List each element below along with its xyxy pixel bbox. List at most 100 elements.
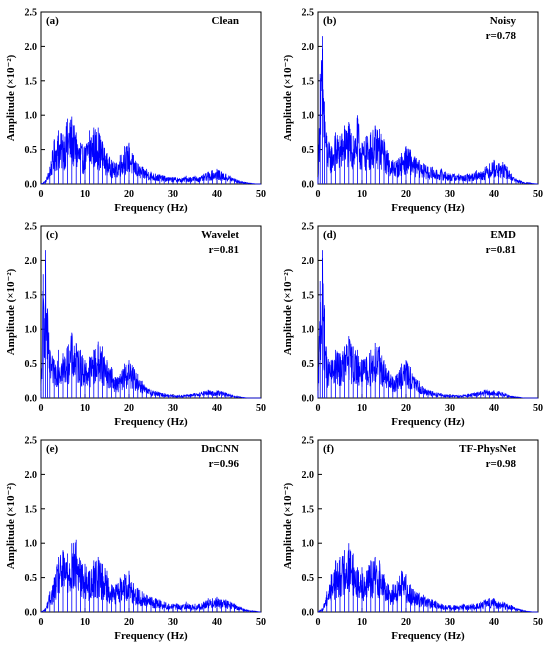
- method-label: Noisy: [490, 15, 517, 27]
- x-tick-label: 0: [316, 403, 321, 414]
- y-axis-label: Amplitude (×10⁻²): [5, 268, 17, 355]
- y-tick-label: 1.0: [302, 111, 315, 122]
- panel-label: (e): [46, 443, 59, 455]
- panel-b: 0 10 20 30 40 50 0.0 0.5 1.0 1.5 2.0 2.5 (b) Noisy r=0…: [282, 8, 543, 215]
- x-tick-label: 10: [80, 189, 90, 200]
- x-tick-label: 0: [39, 403, 44, 414]
- x-tick-label: 30: [445, 617, 455, 628]
- x-axis-label: Frequency (Hz): [114, 416, 188, 428]
- y-tick-label: 1.5: [302, 504, 315, 515]
- x-tick-label: 30: [168, 403, 178, 414]
- x-tick-label: 10: [357, 189, 367, 200]
- y-tick-label: 2.5: [25, 436, 38, 447]
- x-tick-label: 50: [256, 189, 266, 200]
- y-tick-label: 1.5: [25, 76, 38, 87]
- method-label: Clean: [212, 15, 240, 27]
- panel-e: 0 10 20 30 40 50 0.0 0.5 1.0 1.5 2.0 2.5 (e) DnCNN r=0…: [5, 436, 266, 643]
- y-tick-label: 2.5: [25, 8, 38, 19]
- y-tick-label: 2.0: [302, 470, 315, 481]
- y-tick-label: 0.0: [25, 180, 38, 191]
- y-axis-label: Amplitude (×10⁻²): [282, 268, 294, 355]
- y-axis-label: Amplitude (×10⁻²): [5, 54, 17, 141]
- x-tick-label: 40: [212, 617, 222, 628]
- spectrum-line: [317, 258, 538, 399]
- panel-label: (c): [46, 229, 59, 241]
- x-tick-label: 50: [533, 403, 543, 414]
- y-tick-label: 2.5: [302, 222, 315, 233]
- y-tick-label: 0.5: [25, 145, 38, 156]
- correlation-label: r=0.81: [209, 244, 239, 256]
- x-tick-label: 50: [256, 403, 266, 414]
- x-tick-label: 40: [489, 617, 499, 628]
- panel-label: (d): [323, 229, 337, 241]
- panel-a: 0 10 20 30 40 50 0.0 0.5 1.0 1.5 2.0 2.5 (a) Clean Fre…: [5, 8, 266, 215]
- x-tick-label: 30: [445, 189, 455, 200]
- method-label: TF-PhysNet: [459, 443, 516, 455]
- y-tick-label: 2.0: [302, 42, 315, 53]
- panel-label: (b): [323, 15, 337, 27]
- y-tick-label: 1.0: [25, 325, 38, 336]
- method-label: Wavelet: [201, 229, 239, 241]
- x-tick-label: 0: [316, 617, 321, 628]
- y-axis-label: Amplitude (×10⁻²): [282, 54, 294, 141]
- x-tick-label: 20: [401, 617, 411, 628]
- x-tick-label: 20: [401, 403, 411, 414]
- y-tick-label: 0.5: [302, 145, 315, 156]
- x-tick-label: 40: [212, 189, 222, 200]
- x-tick-label: 40: [489, 403, 499, 414]
- y-tick-label: 0.5: [25, 573, 38, 584]
- y-tick-label: 2.0: [302, 256, 315, 267]
- y-tick-label: 1.0: [302, 539, 315, 550]
- x-tick-label: 20: [401, 189, 411, 200]
- spectrum-line: [40, 260, 261, 399]
- x-tick-label: 10: [357, 617, 367, 628]
- y-tick-label: 1.0: [25, 111, 38, 122]
- correlation-label: r=0.98: [486, 458, 517, 470]
- x-tick-label: 0: [316, 189, 321, 200]
- y-tick-label: 1.5: [25, 290, 38, 301]
- x-tick-label: 30: [445, 403, 455, 414]
- x-axis-label: Frequency (Hz): [114, 202, 188, 214]
- method-label: EMD: [490, 229, 516, 241]
- y-tick-label: 0.0: [25, 394, 38, 405]
- x-tick-label: 20: [124, 189, 134, 200]
- panel-d: 0 10 20 30 40 50 0.0 0.5 1.0 1.5 2.0 2.5 (d) EMD r=0.8…: [282, 222, 543, 429]
- panel-c: 0 10 20 30 40 50 0.0 0.5 1.0 1.5 2.0 2.5 (c) Wavelet r…: [5, 222, 266, 429]
- y-tick-label: 2.0: [25, 256, 38, 267]
- y-axis-label: Amplitude (×10⁻²): [282, 482, 294, 569]
- correlation-label: r=0.81: [486, 244, 516, 256]
- x-tick-label: 50: [256, 617, 266, 628]
- y-tick-label: 0.0: [25, 608, 38, 619]
- correlation-label: r=0.78: [486, 30, 517, 42]
- y-tick-label: 2.5: [302, 8, 315, 19]
- y-tick-label: 1.0: [25, 539, 38, 550]
- y-axis-label: Amplitude (×10⁻²): [5, 482, 17, 569]
- y-tick-label: 2.5: [25, 222, 38, 233]
- y-tick-label: 0.0: [302, 394, 315, 405]
- y-tick-label: 1.0: [302, 325, 315, 336]
- x-axis-label: Frequency (Hz): [114, 630, 188, 642]
- y-tick-label: 2.5: [302, 436, 315, 447]
- x-axis-label: Frequency (Hz): [391, 202, 465, 214]
- y-tick-label: 2.0: [25, 470, 38, 481]
- y-tick-label: 2.0: [25, 42, 38, 53]
- x-tick-label: 40: [489, 189, 499, 200]
- x-tick-label: 20: [124, 403, 134, 414]
- y-tick-label: 0.0: [302, 608, 315, 619]
- y-tick-label: 0.5: [302, 573, 315, 584]
- x-tick-label: 40: [212, 403, 222, 414]
- method-label: DnCNN: [201, 443, 239, 455]
- panel-f: 0 10 20 30 40 50 0.0 0.5 1.0 1.5 2.0 2.5 (f) TF-PhysN…: [282, 436, 543, 643]
- y-tick-label: 0.5: [25, 359, 38, 370]
- y-tick-label: 1.5: [302, 290, 315, 301]
- correlation-label: r=0.96: [209, 458, 240, 470]
- y-tick-label: 1.5: [302, 76, 315, 87]
- x-tick-label: 10: [80, 403, 90, 414]
- x-tick-label: 10: [357, 403, 367, 414]
- y-tick-label: 0.0: [302, 180, 315, 191]
- y-tick-label: 1.5: [25, 504, 38, 515]
- x-tick-label: 0: [39, 189, 44, 200]
- x-axis-label: Frequency (Hz): [391, 416, 465, 428]
- spectrum-line: [317, 48, 539, 185]
